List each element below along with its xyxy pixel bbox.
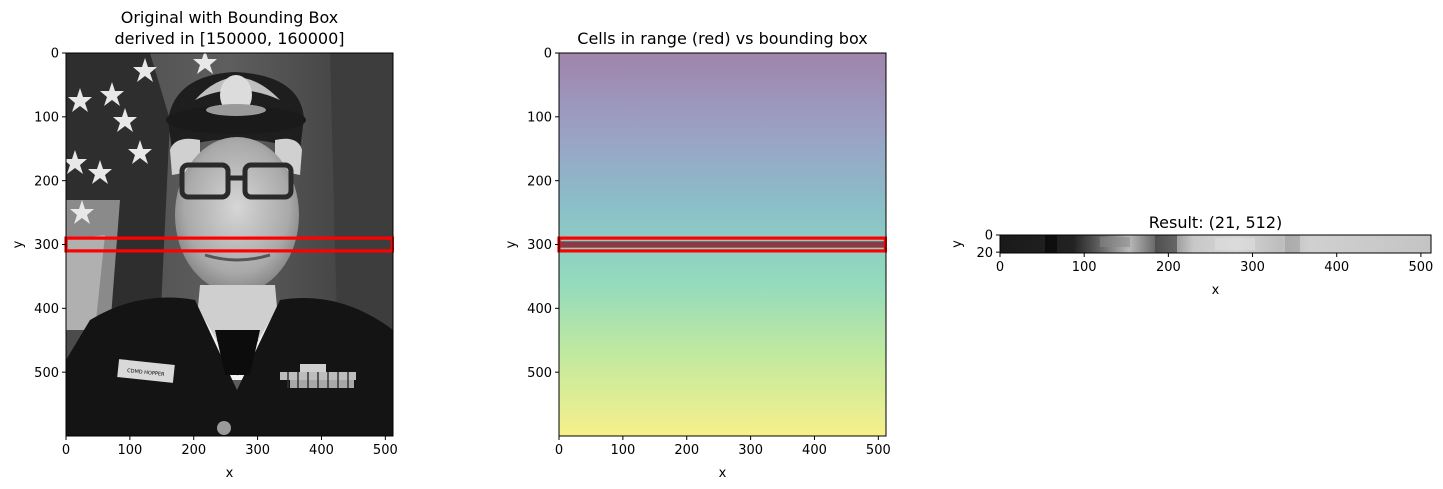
- y-tick-label: 500: [34, 366, 59, 381]
- flag-stars: [66, 53, 217, 224]
- x-tick-label: 100: [1072, 260, 1097, 275]
- panel-cells-in-range: 0 100 200 300 400 500 0 100 200 300 400 500 Cells i…: [504, 29, 891, 481]
- x-tick-label: 200: [674, 443, 699, 458]
- x-tick-label: 100: [117, 443, 142, 458]
- x-tick-label: 0: [555, 443, 563, 458]
- y-tick-label: 200: [527, 174, 552, 189]
- y-axis-label: y: [11, 240, 26, 248]
- ticks: 0 100 200 300 400 500 0 100 200 300 400 500: [527, 47, 891, 458]
- y-tick-label: 500: [527, 366, 552, 381]
- x-tick-label: 300: [1240, 260, 1265, 275]
- panel-title: Result: (21, 512): [1149, 213, 1282, 232]
- x-axis-label: x: [1212, 283, 1220, 298]
- x-tick-label: 300: [245, 443, 270, 458]
- x-tick-label: 500: [373, 443, 398, 458]
- name-tag: CDMD HOPPER: [117, 359, 175, 383]
- panel-original: CDMD HOPPER 0 100 200 300 400 500 0 100 200 300 40…: [11, 8, 398, 481]
- y-axis-label: y: [950, 240, 965, 248]
- x-axis-label: x: [226, 466, 234, 481]
- y-tick-label: 300: [527, 238, 552, 253]
- name-tag-text: CDMD HOPPER: [127, 368, 165, 378]
- x-tick-label: 400: [309, 443, 334, 458]
- y-tick-label: 0: [544, 47, 552, 62]
- x-tick-label: 200: [181, 443, 206, 458]
- range-band: [559, 241, 886, 248]
- ribbons: [280, 364, 356, 388]
- y-tick-label: 300: [34, 238, 59, 253]
- x-tick-label: 0: [996, 260, 1004, 275]
- x-tick-label: 300: [738, 443, 763, 458]
- x-tick-label: 400: [1324, 260, 1349, 275]
- panel-title-line-2: derived in [150000, 160000]: [114, 29, 344, 48]
- ticks: 0 100 200 300 400 500 0 100 200 300 400 500: [34, 47, 398, 458]
- panel-title-line-1: Original with Bounding Box: [121, 8, 339, 27]
- x-tick-label: 400: [802, 443, 827, 458]
- photo-image: CDMD HOPPER: [66, 53, 393, 436]
- y-tick-label: 0: [985, 229, 993, 244]
- y-tick-label: 100: [34, 111, 59, 126]
- x-axis-label: x: [719, 466, 727, 481]
- x-tick-label: 500: [1408, 260, 1433, 275]
- result-strip-texture: [1045, 235, 1300, 253]
- y-tick-label: 400: [34, 302, 59, 317]
- y-axis-label: y: [504, 240, 519, 248]
- x-tick-label: 0: [62, 443, 70, 458]
- y-tick-label: 200: [34, 174, 59, 189]
- y-tick-label: 400: [527, 302, 552, 317]
- y-tick-label: 0: [51, 47, 59, 62]
- y-tick-label: 100: [527, 111, 552, 126]
- panel-title: Cells in range (red) vs bounding box: [577, 29, 867, 48]
- button-medal: [217, 421, 231, 435]
- x-tick-label: 500: [866, 443, 891, 458]
- x-tick-label: 200: [1156, 260, 1181, 275]
- x-tick-label: 100: [610, 443, 635, 458]
- y-tick-label: 20: [976, 246, 993, 261]
- axes-frame: [999, 234, 1432, 254]
